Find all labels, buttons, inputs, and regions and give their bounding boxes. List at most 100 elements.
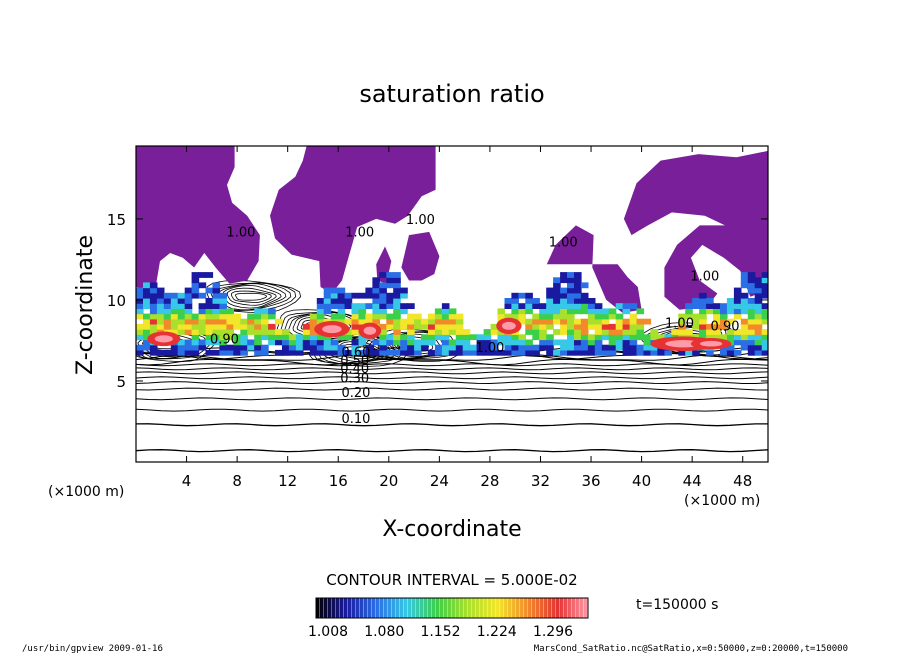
band-cell xyxy=(726,334,735,341)
y-unit-label: (×1000 m) xyxy=(48,484,124,500)
band-cell xyxy=(393,292,401,299)
band-cell xyxy=(692,303,700,309)
x-tick-label: 24 xyxy=(430,472,449,490)
band-cell xyxy=(330,303,339,309)
band-cell xyxy=(316,349,325,356)
band-cell xyxy=(511,303,519,309)
band-cell xyxy=(733,313,742,320)
contour-label: 1.00 xyxy=(406,213,435,228)
band-cell xyxy=(358,303,367,309)
band-cell xyxy=(761,303,768,309)
band-cell xyxy=(567,318,575,325)
band-cell xyxy=(441,308,450,315)
band-cell xyxy=(407,303,415,309)
band-cell xyxy=(302,323,311,330)
band-cell xyxy=(650,334,658,341)
band-cell xyxy=(414,323,422,330)
band-cell xyxy=(518,349,526,356)
band-cell xyxy=(601,308,610,315)
band-cell xyxy=(594,334,603,341)
band-cell xyxy=(275,334,283,341)
band-cell xyxy=(754,339,763,346)
band-cell xyxy=(608,344,617,351)
band-cell xyxy=(553,287,561,294)
band-cell xyxy=(205,318,214,325)
band-cell xyxy=(344,318,353,325)
band-cell xyxy=(726,344,735,351)
band-cell xyxy=(601,323,610,330)
band-cell xyxy=(379,308,387,315)
band-cell xyxy=(574,344,582,351)
band-cell xyxy=(747,329,756,335)
band-cell xyxy=(754,323,763,330)
band-cell xyxy=(400,287,408,294)
band-cell xyxy=(594,349,603,356)
band-cell xyxy=(136,329,144,335)
band-cell xyxy=(379,329,387,335)
band-cell xyxy=(525,298,533,304)
band-cell xyxy=(149,323,158,330)
band-cell xyxy=(601,313,610,320)
band-cell xyxy=(539,329,547,335)
band-cell xyxy=(365,303,373,309)
band-cell xyxy=(761,318,768,325)
contour-line xyxy=(136,387,768,391)
band-cell xyxy=(580,334,589,341)
band-cell xyxy=(462,349,471,356)
band-cell xyxy=(587,349,596,356)
band-cell xyxy=(212,329,221,335)
band-cell xyxy=(629,318,638,325)
band-cell xyxy=(337,303,346,309)
band-cell xyxy=(560,292,568,299)
band-cell xyxy=(386,318,394,325)
band-cell xyxy=(574,292,582,299)
band-cell xyxy=(316,313,325,320)
band-cell xyxy=(226,323,234,330)
band-cell xyxy=(747,334,756,341)
band-cell xyxy=(643,334,652,341)
band-cell xyxy=(685,303,693,309)
band-cell xyxy=(136,303,144,309)
supersaturation-band xyxy=(136,272,768,356)
band-cell xyxy=(678,329,686,335)
band-cell xyxy=(553,298,561,304)
band-cell xyxy=(434,323,443,330)
band-cell xyxy=(372,349,380,356)
band-cell xyxy=(184,349,193,356)
band-cell xyxy=(143,313,151,320)
band-cell xyxy=(407,349,415,356)
x-tick-label: 32 xyxy=(531,472,550,490)
band-cell xyxy=(622,329,631,335)
band-cell xyxy=(136,344,144,351)
band-cell xyxy=(323,308,332,315)
contour-line xyxy=(136,408,768,412)
band-cell xyxy=(149,308,158,315)
band-cell xyxy=(504,334,513,341)
band-cell xyxy=(629,334,638,341)
band-cell xyxy=(191,287,200,294)
band-cell xyxy=(587,313,596,320)
band-cell xyxy=(212,287,221,294)
band-cell xyxy=(198,318,207,325)
band-cell xyxy=(428,318,436,325)
band-cell xyxy=(393,313,401,320)
band-cell xyxy=(386,313,394,320)
band-cell xyxy=(434,329,443,335)
band-cell xyxy=(622,344,631,351)
band-cell xyxy=(629,349,638,356)
band-cell xyxy=(490,339,499,346)
band-cell xyxy=(740,308,749,315)
band-cell xyxy=(240,329,248,335)
band-cell xyxy=(372,339,380,346)
band-cell xyxy=(393,282,401,289)
x-tick-label: 8 xyxy=(232,472,242,490)
band-cell xyxy=(560,308,568,315)
band-cell xyxy=(344,334,353,341)
band-cell xyxy=(316,303,325,309)
band-cell xyxy=(351,349,360,356)
band-cell xyxy=(177,339,186,346)
band-cell xyxy=(685,349,693,356)
band-cell xyxy=(699,313,707,320)
band-cell xyxy=(330,344,339,351)
band-cell xyxy=(302,344,311,351)
